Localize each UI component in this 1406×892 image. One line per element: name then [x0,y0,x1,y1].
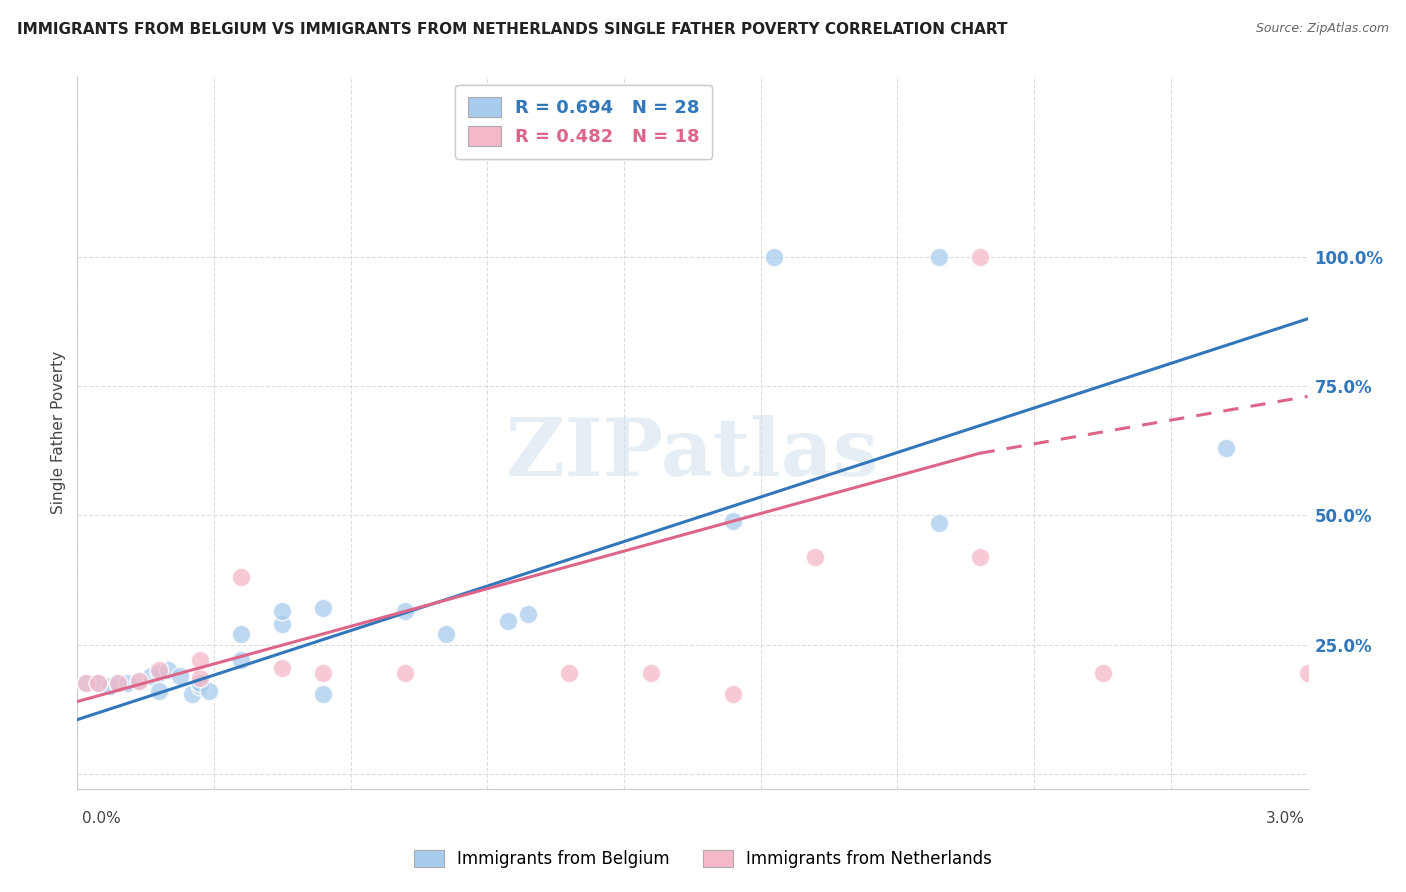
Point [75,676,97,690]
Text: 0.0%: 0.0% [82,812,121,826]
Legend: Immigrants from Belgium, Immigrants from Netherlands: Immigrants from Belgium, Immigrants from… [408,843,998,875]
Point [312,601,335,615]
Point [1091,666,1114,681]
Point [969,549,991,564]
Point [87,676,110,690]
Point [394,604,416,618]
Point [148,684,170,698]
Point [1215,441,1237,455]
Point [763,250,786,264]
Point [190,671,212,685]
Text: ZIPatlas: ZIPatlas [506,415,879,493]
Point [558,666,581,681]
Point [1296,666,1319,681]
Point [928,250,950,264]
Text: Source: ZipAtlas.com: Source: ZipAtlas.com [1256,22,1389,36]
Point [197,684,219,698]
Point [231,627,253,641]
Point [271,616,294,631]
Point [115,676,138,690]
Text: 3.0%: 3.0% [1265,812,1305,826]
Point [969,250,991,264]
Point [436,627,458,641]
Point [156,664,179,678]
Point [231,570,253,584]
Point [128,673,150,688]
Point [640,666,662,681]
Point [928,516,950,530]
Point [75,676,97,690]
Point [141,668,163,682]
Point [148,666,170,681]
Point [190,653,212,667]
Point [723,514,745,528]
Point [148,664,170,678]
Y-axis label: Single Father Poverty: Single Father Poverty [51,351,66,514]
Point [107,676,129,690]
Point [181,687,204,701]
Point [804,549,827,564]
Point [271,604,294,618]
Point [517,607,540,621]
Text: IMMIGRANTS FROM BELGIUM VS IMMIGRANTS FROM NETHERLANDS SINGLE FATHER POVERTY COR: IMMIGRANTS FROM BELGIUM VS IMMIGRANTS FR… [17,22,1007,37]
Point [128,673,150,688]
Point [496,615,519,629]
Point [190,679,212,693]
Point [107,676,129,690]
Point [190,676,212,690]
Legend: R = 0.694   N = 28, R = 0.482   N = 18: R = 0.694 N = 28, R = 0.482 N = 18 [456,85,713,159]
Point [271,661,294,675]
Point [394,666,416,681]
Point [312,666,335,681]
Point [312,687,335,701]
Point [169,668,191,682]
Point [723,687,745,701]
Point [98,679,121,693]
Point [87,676,110,690]
Point [231,653,253,667]
